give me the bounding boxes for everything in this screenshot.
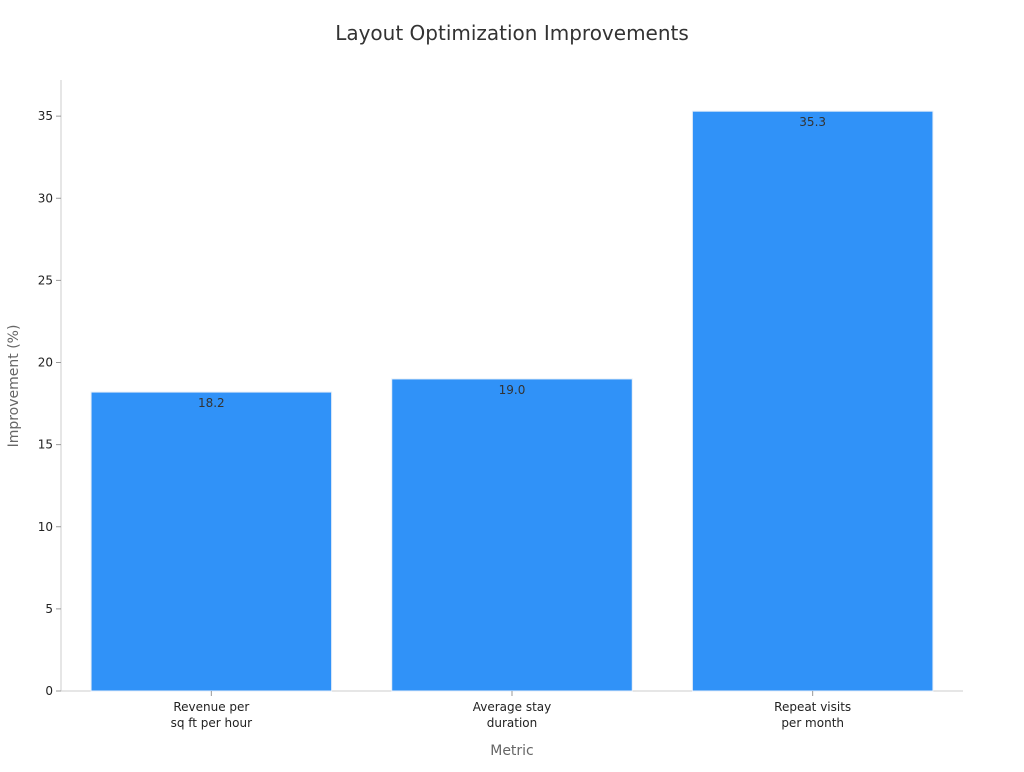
x-axis-label: Metric — [490, 743, 534, 759]
y-tick-label: 30 — [38, 191, 53, 205]
chart-title: Layout Optimization Improvements — [335, 21, 689, 45]
x-tick-label: Average stay duration — [473, 700, 552, 730]
y-tick-label: 0 — [45, 684, 53, 698]
y-tick-label: 25 — [38, 273, 53, 287]
bar — [691, 110, 934, 692]
x-tick-label: Repeat visits per month — [774, 700, 851, 730]
y-tick-label: 20 — [38, 356, 53, 370]
y-axis-label: Improvement (%) — [6, 325, 22, 448]
plot-area: 0 5 10 15 20 25 30 35 18.2 Revenue per sq ft per h… — [38, 80, 963, 730]
bar — [391, 378, 633, 692]
x-tick-label-line: Repeat visits — [774, 700, 851, 714]
bar — [90, 391, 333, 692]
y-tick-label: 10 — [38, 520, 53, 534]
y-tick-label: 15 — [38, 438, 53, 452]
y-tick-label: 35 — [38, 109, 53, 123]
bar-value-label: 35.3 — [799, 115, 826, 129]
bar-value-label: 18.2 — [198, 396, 225, 410]
x-tick-label-line: Average stay — [473, 700, 552, 714]
y-tick-label: 5 — [45, 602, 53, 616]
bar-value-label: 19.0 — [499, 383, 526, 397]
x-tick-label-line: sq ft per hour — [171, 716, 253, 730]
x-tick-label: Revenue per sq ft per hour — [171, 700, 253, 730]
x-tick-label-line: Revenue per — [173, 700, 249, 714]
x-tick-label-line: per month — [781, 716, 844, 730]
x-tick-label-line: duration — [487, 716, 538, 730]
